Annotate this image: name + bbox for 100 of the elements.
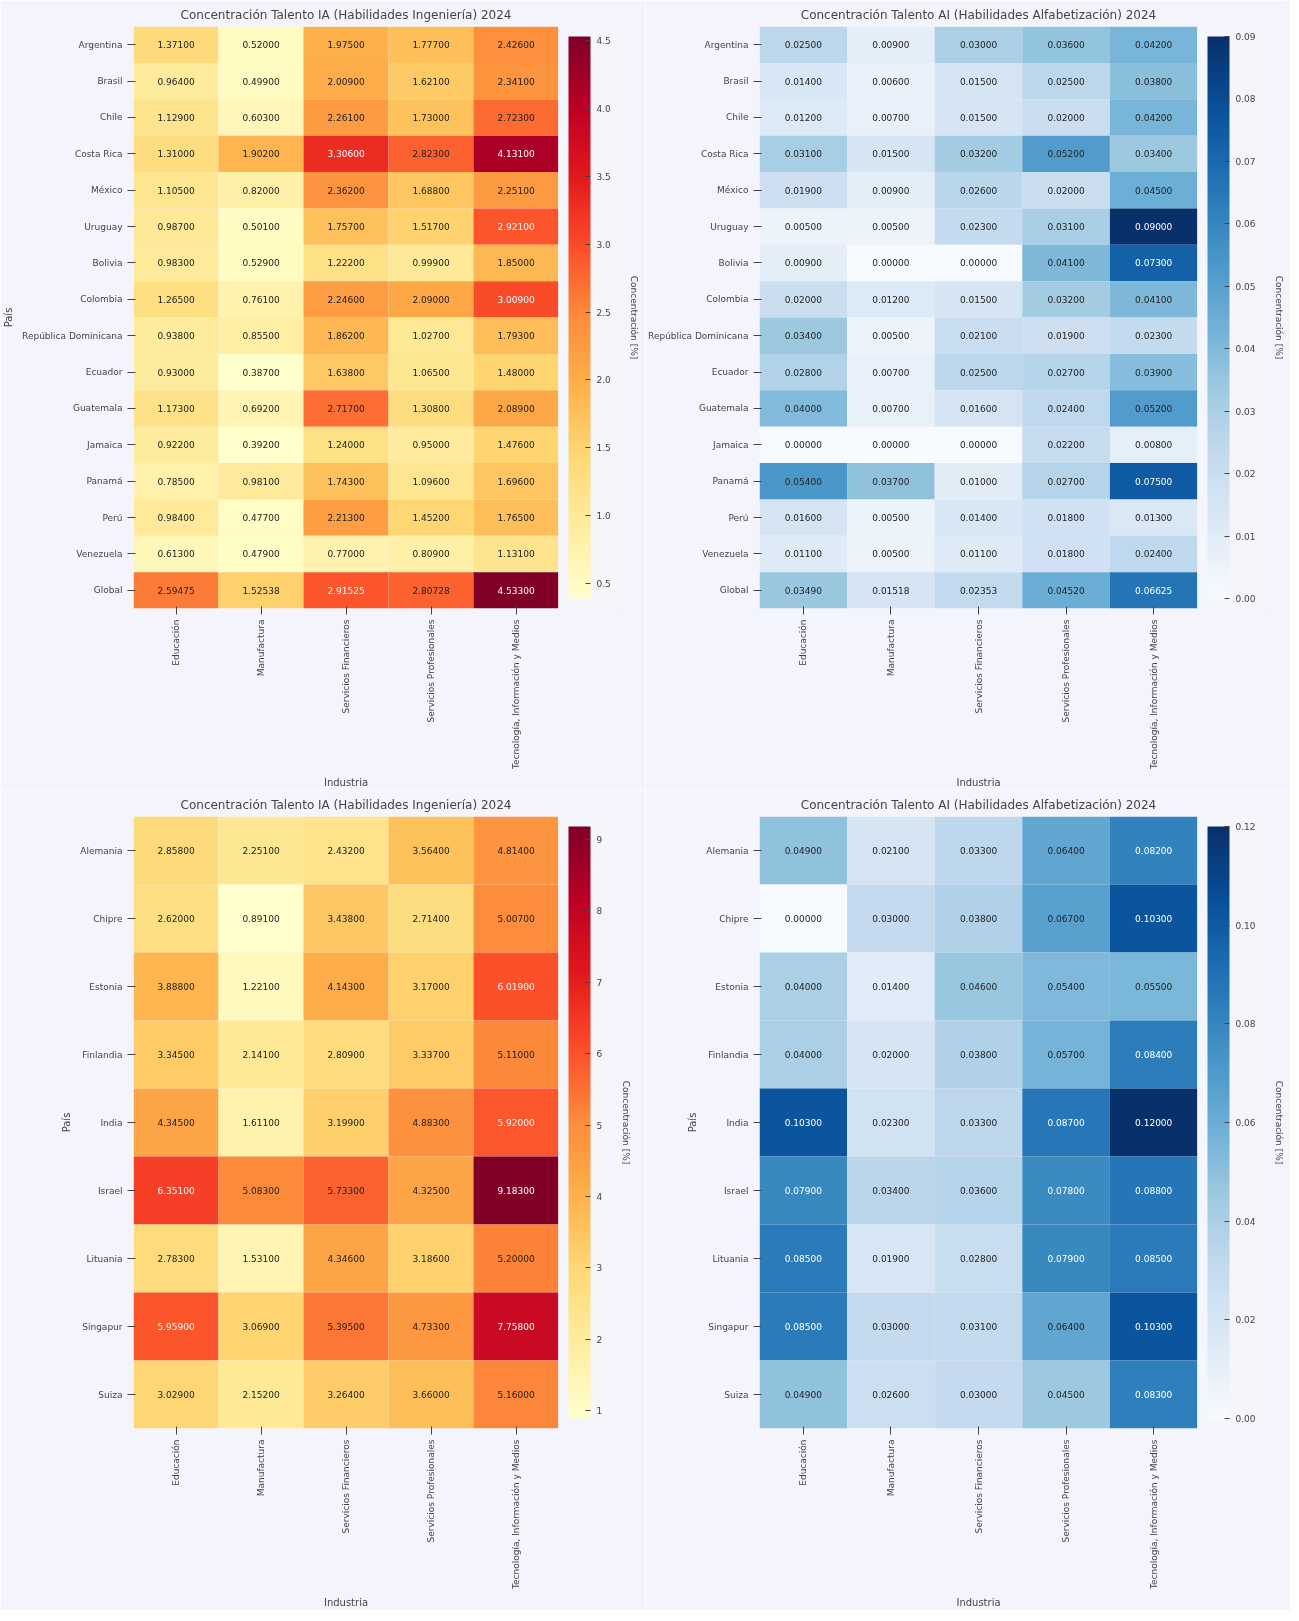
data-label: 6.35100 <box>157 1186 195 1196</box>
data-label: 3.30600 <box>327 149 365 160</box>
data-label: 2.08900 <box>497 403 535 414</box>
data-label: 3.88800 <box>157 982 195 992</box>
data-label: 0.00700 <box>872 367 910 378</box>
data-label: 0.05200 <box>1047 149 1085 160</box>
data-label: 0.00000 <box>959 258 998 269</box>
color-bar-label: 2 <box>596 1334 603 1345</box>
data-label: 0.01518 <box>872 585 910 596</box>
data-label: 0.04000 <box>784 1050 823 1060</box>
y-tick-label: Estonia <box>89 981 123 992</box>
y-tick-label: Panamá <box>86 476 123 487</box>
data-label: 0.03000 <box>872 1322 910 1332</box>
data-label: 2.21300 <box>327 513 365 524</box>
data-label: 2.71700 <box>327 403 365 414</box>
data-label: 0.02300 <box>959 222 998 233</box>
data-label: 1.02700 <box>412 331 450 342</box>
data-label: 1.75700 <box>327 222 365 233</box>
y-tick-label: Singapur <box>82 1321 123 1332</box>
data-label: 0.03300 <box>959 1118 998 1128</box>
x-tick-label: Tecnología, Información y Medios <box>1148 619 1159 770</box>
data-label: 0.05700 <box>1047 1050 1085 1060</box>
data-label: 3.33700 <box>412 1050 450 1060</box>
data-label: 1.85000 <box>497 258 535 269</box>
data-label: 2.00900 <box>327 76 365 87</box>
data-label: 0.01500 <box>872 149 910 160</box>
data-label: 2.80728 <box>412 585 450 596</box>
color-bar-label: 9 <box>596 835 603 846</box>
data-label: 0.02000 <box>1047 185 1085 196</box>
y-tick-label: Jamaica <box>86 439 123 450</box>
data-label: 2.36200 <box>327 185 365 196</box>
data-label: 0.01100 <box>959 549 998 560</box>
data-label: 0.07900 <box>784 1186 823 1196</box>
data-label: 0.08500 <box>784 1254 823 1264</box>
data-label: 0.03400 <box>1135 149 1173 160</box>
data-label: 0.01400 <box>959 513 998 524</box>
data-label: 1.68800 <box>412 185 450 196</box>
data-label: 4.88300 <box>412 1118 450 1128</box>
data-label: 0.08300 <box>1135 1390 1173 1400</box>
y-tick-label: Guatemala <box>698 403 749 414</box>
data-label: 0.01200 <box>872 294 910 305</box>
color-bar-label: 0.04 <box>1235 1216 1256 1227</box>
y-tick-label: Argentina <box>704 39 749 50</box>
data-label: 0.50100 <box>242 222 280 233</box>
data-label: 0.00600 <box>872 76 910 87</box>
x-axis-title: Industria <box>956 776 1001 788</box>
data-label: 0.00700 <box>872 112 910 123</box>
x-tick-label: Educación <box>798 619 809 666</box>
y-tick-label: Brasil <box>723 76 749 87</box>
y-tick-label: México <box>91 185 123 196</box>
data-label: 0.60300 <box>242 112 280 123</box>
color-bar-title: Concentración [%] <box>1273 275 1284 360</box>
data-label: 0.04000 <box>784 982 823 992</box>
y-tick-label: Guatemala <box>72 403 123 414</box>
data-label: 2.80900 <box>327 1050 365 1060</box>
color-bar-label: 2.0 <box>596 375 612 386</box>
x-axis-title: Industria <box>323 1596 369 1608</box>
x-tick-label: Servicios Financieros <box>973 1439 984 1534</box>
data-label: 0.93800 <box>157 331 195 342</box>
data-label: 0.07800 <box>1047 1186 1085 1196</box>
data-label: 0.04600 <box>959 982 998 992</box>
data-label: 2.71400 <box>412 914 450 924</box>
data-label: 0.07300 <box>1135 258 1173 269</box>
x-tick-label: Educación <box>171 1439 181 1486</box>
data-label: 0.02000 <box>872 1050 910 1060</box>
data-label: 0.01800 <box>1047 513 1085 524</box>
data-label: 0.04500 <box>1047 1390 1085 1400</box>
data-label: 0.01900 <box>872 1254 910 1264</box>
data-label: 0.08700 <box>1047 1118 1085 1128</box>
y-tick-label: Jamaica <box>712 439 749 450</box>
data-label: 0.09000 <box>1135 222 1173 233</box>
color-bar-label: 0.09 <box>1235 32 1256 42</box>
data-label: 0.52900 <box>242 258 280 269</box>
data-label: 2.59475 <box>157 585 195 596</box>
data-label: 1.52538 <box>242 585 280 596</box>
y-tick-label: Chile <box>725 112 749 123</box>
color-bar-label: 0.03 <box>1235 406 1256 417</box>
data-label: 0.02400 <box>1047 403 1085 414</box>
data-label: 0.03400 <box>784 331 823 342</box>
y-tick-label: Chipre <box>719 913 749 924</box>
x-tick-label: Manufactura <box>256 619 266 677</box>
data-label: 0.10300 <box>1135 914 1173 924</box>
data-label: 2.09000 <box>412 294 450 305</box>
data-label: 1.62100 <box>412 76 450 87</box>
data-label: 0.93000 <box>157 367 195 378</box>
y-tick-label: Costa Rica <box>74 148 123 159</box>
data-label: 3.66000 <box>412 1390 450 1400</box>
data-label: 0.03200 <box>1047 294 1085 305</box>
x-tick-label: Servicios Profesionales <box>1061 1439 1072 1543</box>
data-label: 0.03600 <box>1047 40 1085 51</box>
data-label: 0.00000 <box>872 440 910 451</box>
data-label: 2.78300 <box>157 1254 195 1264</box>
y-tick-label: Bolivia <box>92 257 123 268</box>
data-label: 1.86200 <box>327 331 365 342</box>
data-label: 0.01000 <box>959 476 998 487</box>
y-tick-label: Finlandia <box>82 1049 123 1060</box>
data-label: 0.02300 <box>1135 331 1173 342</box>
data-label: 0.02500 <box>959 367 998 378</box>
data-label: 0.02600 <box>959 185 998 196</box>
chart-title: Concentración Talento AI (Habilidades Alfabetización) 2024 <box>800 7 1157 22</box>
